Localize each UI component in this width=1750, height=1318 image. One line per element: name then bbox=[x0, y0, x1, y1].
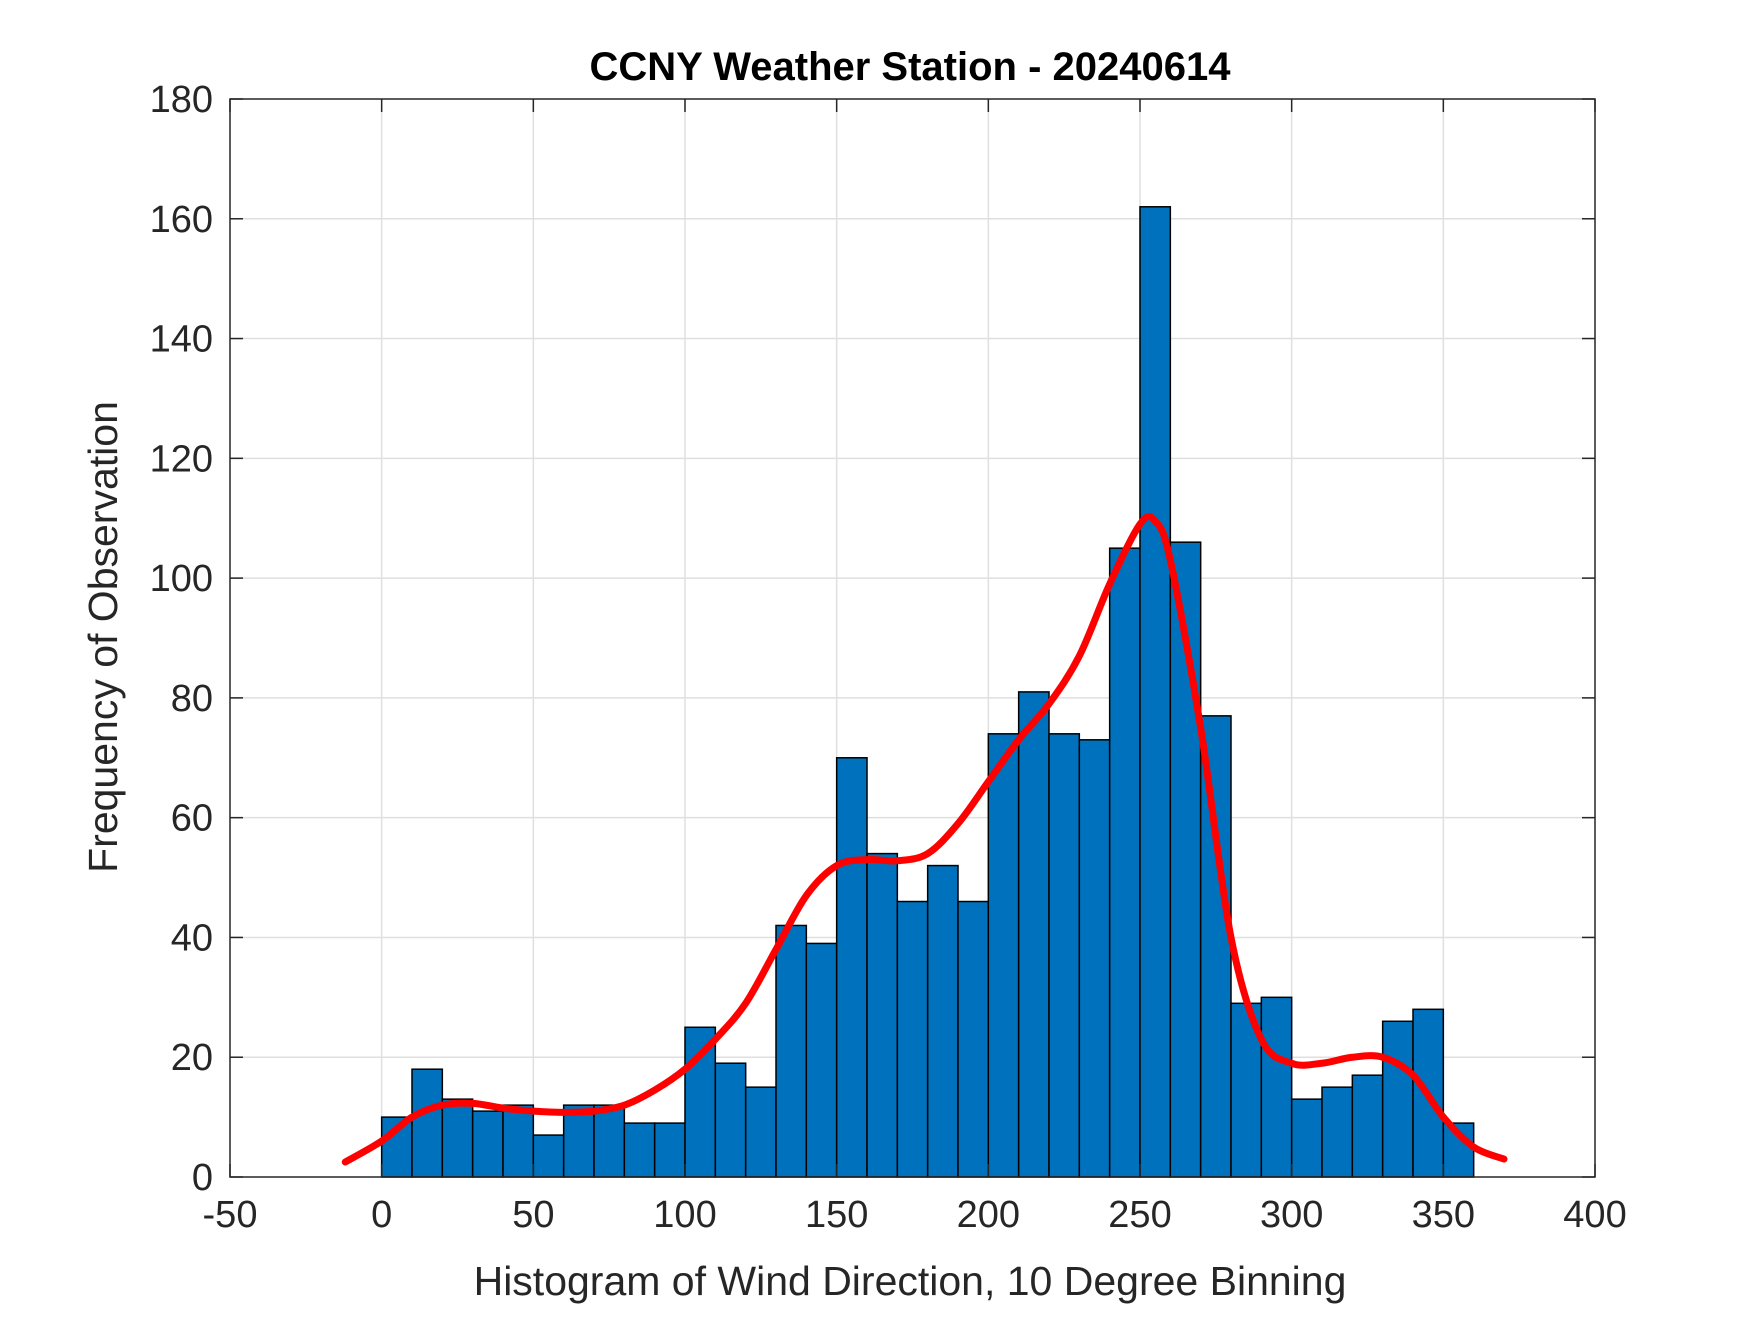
y-tick-label: 140 bbox=[150, 319, 213, 361]
fit-curve-line bbox=[341, 513, 1508, 1166]
y-axis-label: Frequency of Observation bbox=[80, 401, 126, 873]
y-tick-label: 80 bbox=[171, 678, 213, 720]
histogram-bar bbox=[866, 852, 899, 1178]
x-tick-label: 350 bbox=[1412, 1194, 1475, 1236]
histogram-bar bbox=[502, 1104, 535, 1178]
histogram-bar bbox=[1139, 206, 1172, 1178]
histogram-bar bbox=[562, 1104, 595, 1178]
histogram-bar bbox=[441, 1098, 474, 1178]
histogram-bar bbox=[805, 942, 838, 1178]
histogram-bar bbox=[684, 1026, 717, 1178]
histogram-bar bbox=[653, 1122, 686, 1178]
histogram-bar bbox=[775, 924, 808, 1178]
histogram-bar bbox=[835, 757, 868, 1178]
histogram-bar bbox=[1260, 996, 1293, 1178]
x-tick-label: 200 bbox=[957, 1194, 1020, 1236]
fit-curve-layer bbox=[341, 513, 1508, 1166]
histogram-bar bbox=[744, 1086, 777, 1178]
histogram-bar bbox=[1351, 1074, 1384, 1178]
x-tick-label: 250 bbox=[1108, 1194, 1171, 1236]
tick-labels: -50 0 50 100 150 200 250 300 350 4000204060801001… bbox=[150, 79, 1627, 1236]
histogram-bar bbox=[896, 900, 929, 1178]
x-axis-label: Histogram of Wind Direction, 10 Degree B… bbox=[474, 1258, 1347, 1304]
x-tick-label: 0 bbox=[371, 1194, 392, 1236]
y-tick-label: 20 bbox=[171, 1037, 213, 1079]
histogram-bar bbox=[957, 900, 990, 1178]
y-tick-label: 120 bbox=[150, 438, 213, 480]
x-tick-label: 150 bbox=[805, 1194, 868, 1236]
histogram-bar bbox=[471, 1110, 504, 1178]
histogram-bar bbox=[987, 733, 1020, 1178]
y-tick-label: 60 bbox=[171, 798, 213, 840]
x-tick-label: -50 bbox=[203, 1194, 258, 1236]
histogram-bar bbox=[411, 1068, 444, 1178]
histogram-bar bbox=[1381, 1020, 1414, 1178]
histogram-bar bbox=[593, 1104, 626, 1178]
histogram-bar bbox=[1078, 739, 1111, 1178]
histogram-bar bbox=[623, 1122, 656, 1178]
histogram-bar bbox=[1108, 547, 1141, 1178]
y-tick-label: 100 bbox=[150, 558, 213, 600]
histogram-bar bbox=[714, 1062, 747, 1178]
x-tick-label: 300 bbox=[1260, 1194, 1323, 1236]
y-tick-label: 180 bbox=[150, 79, 213, 121]
y-tick-label: 160 bbox=[150, 199, 213, 241]
histogram-bar bbox=[532, 1134, 565, 1178]
chart-title: CCNY Weather Station - 20240614 bbox=[590, 45, 1232, 89]
histogram-bar bbox=[1017, 691, 1050, 1178]
plot-box bbox=[229, 98, 1596, 1178]
histogram-bar bbox=[1199, 715, 1232, 1178]
y-tick-label: 40 bbox=[171, 917, 213, 959]
histogram-bar bbox=[1048, 733, 1081, 1178]
x-tick-label: 100 bbox=[653, 1194, 716, 1236]
x-tick-label: 50 bbox=[512, 1194, 554, 1236]
x-tick-label: 400 bbox=[1563, 1194, 1626, 1236]
histogram-bar bbox=[1321, 1086, 1354, 1178]
histogram-bars bbox=[380, 206, 1475, 1178]
histogram-bar bbox=[926, 864, 959, 1178]
y-tick-label: 0 bbox=[192, 1157, 213, 1199]
axes bbox=[229, 98, 1596, 1178]
histogram-bar bbox=[1290, 1098, 1323, 1178]
